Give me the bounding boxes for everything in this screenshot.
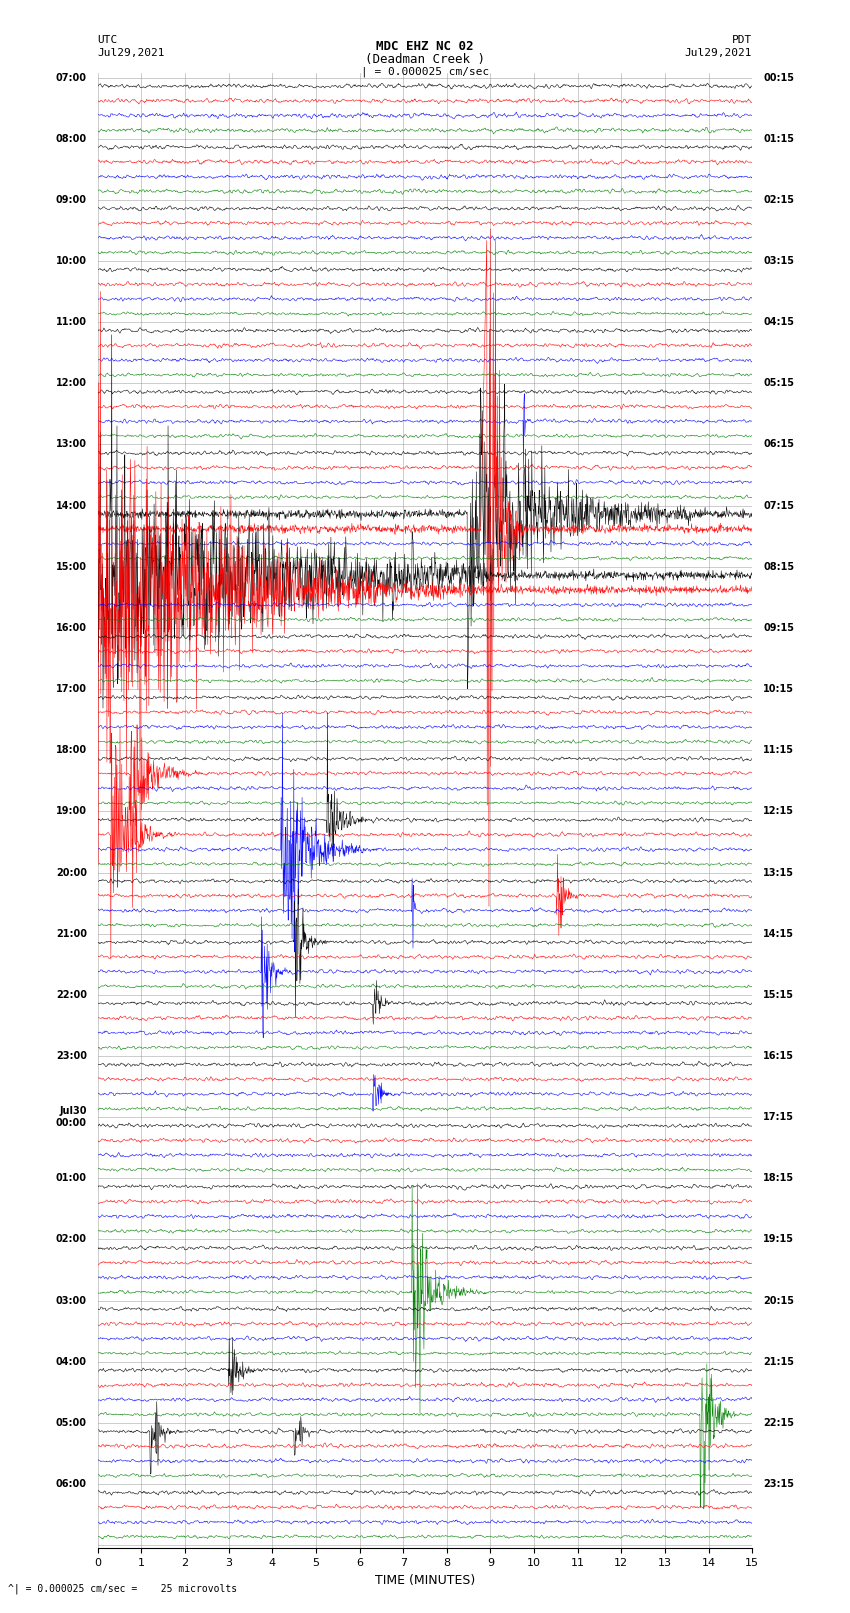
Text: Jul29,2021: Jul29,2021 <box>98 48 165 58</box>
Text: 06:00: 06:00 <box>56 1479 87 1489</box>
Text: 05:00: 05:00 <box>56 1418 87 1428</box>
Text: 08:15: 08:15 <box>763 561 794 571</box>
Text: 08:00: 08:00 <box>56 134 87 144</box>
Text: 02:15: 02:15 <box>763 195 794 205</box>
Text: 04:15: 04:15 <box>763 318 794 327</box>
Text: 07:00: 07:00 <box>56 73 87 82</box>
Text: 19:15: 19:15 <box>763 1234 794 1244</box>
Text: 06:15: 06:15 <box>763 439 794 450</box>
Text: 14:15: 14:15 <box>763 929 794 939</box>
Text: 12:15: 12:15 <box>763 806 794 816</box>
Text: 16:15: 16:15 <box>763 1052 794 1061</box>
Text: (Deadman Creek ): (Deadman Creek ) <box>365 53 485 66</box>
X-axis label: TIME (MINUTES): TIME (MINUTES) <box>375 1574 475 1587</box>
Text: 13:00: 13:00 <box>56 439 87 450</box>
Text: PDT: PDT <box>732 35 752 45</box>
Text: 22:00: 22:00 <box>56 990 87 1000</box>
Text: 01:00: 01:00 <box>56 1173 87 1184</box>
Text: 14:00: 14:00 <box>56 500 87 511</box>
Text: Jul30
00:00: Jul30 00:00 <box>56 1107 87 1127</box>
Text: 23:15: 23:15 <box>763 1479 794 1489</box>
Text: 20:00: 20:00 <box>56 868 87 877</box>
Text: 17:15: 17:15 <box>763 1111 794 1123</box>
Text: 09:15: 09:15 <box>763 623 794 632</box>
Text: 05:15: 05:15 <box>763 379 794 389</box>
Text: Jul29,2021: Jul29,2021 <box>685 48 752 58</box>
Text: 21:15: 21:15 <box>763 1357 794 1366</box>
Text: 02:00: 02:00 <box>56 1234 87 1244</box>
Text: 22:15: 22:15 <box>763 1418 794 1428</box>
Text: 09:00: 09:00 <box>56 195 87 205</box>
Text: 13:15: 13:15 <box>763 868 794 877</box>
Text: 11:00: 11:00 <box>56 318 87 327</box>
Text: 03:00: 03:00 <box>56 1295 87 1305</box>
Text: 07:15: 07:15 <box>763 500 794 511</box>
Text: 11:15: 11:15 <box>763 745 794 755</box>
Text: 03:15: 03:15 <box>763 256 794 266</box>
Text: MDC EHZ NC 02: MDC EHZ NC 02 <box>377 40 473 53</box>
Text: | = 0.000025 cm/sec: | = 0.000025 cm/sec <box>361 66 489 77</box>
Text: 21:00: 21:00 <box>56 929 87 939</box>
Text: 10:15: 10:15 <box>763 684 794 694</box>
Text: 15:00: 15:00 <box>56 561 87 571</box>
Text: 18:15: 18:15 <box>763 1173 794 1184</box>
Text: 23:00: 23:00 <box>56 1052 87 1061</box>
Text: 18:00: 18:00 <box>56 745 87 755</box>
Text: 04:00: 04:00 <box>56 1357 87 1366</box>
Text: 10:00: 10:00 <box>56 256 87 266</box>
Text: 16:00: 16:00 <box>56 623 87 632</box>
Text: 12:00: 12:00 <box>56 379 87 389</box>
Text: 20:15: 20:15 <box>763 1295 794 1305</box>
Text: 17:00: 17:00 <box>56 684 87 694</box>
Text: 00:15: 00:15 <box>763 73 794 82</box>
Text: ^| = 0.000025 cm/sec =    25 microvolts: ^| = 0.000025 cm/sec = 25 microvolts <box>8 1582 238 1594</box>
Text: 19:00: 19:00 <box>56 806 87 816</box>
Text: 01:15: 01:15 <box>763 134 794 144</box>
Text: 15:15: 15:15 <box>763 990 794 1000</box>
Text: UTC: UTC <box>98 35 118 45</box>
